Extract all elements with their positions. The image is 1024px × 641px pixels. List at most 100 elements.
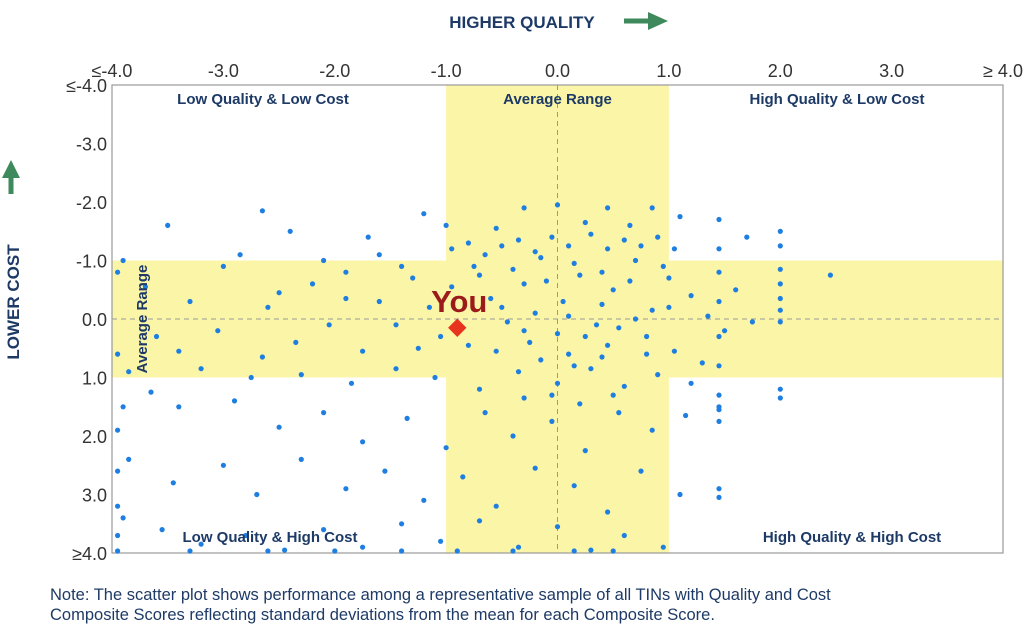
data-point [716,404,722,410]
data-point [716,298,722,305]
note-line-2: Composite Scores reflecting standard dev… [50,606,715,624]
data-point [220,263,226,269]
data-point [471,263,477,269]
top-axis-title: HIGHER QUALITY [449,13,595,32]
data-point [716,216,722,223]
y-tick-label: -3.0 [76,135,107,155]
data-point [599,354,605,360]
data-point [499,243,505,249]
data-point [176,348,182,354]
data-point [404,415,410,421]
data-point [777,266,783,272]
data-point [493,503,499,509]
x-tick-label: -2.0 [319,61,350,81]
data-point [582,219,588,226]
data-point [265,304,271,310]
data-point [298,456,304,462]
data-point [605,205,611,211]
data-point [215,328,221,334]
quadrant-label-top-right: High Quality & Low Cost [750,91,925,108]
quadrant-label-bottom-left: Low Quality & High Cost [183,529,358,546]
data-point [115,269,121,275]
data-point [827,272,834,278]
data-point [321,257,327,264]
data-points [115,202,834,554]
data-point [716,246,722,252]
data-point [610,287,616,293]
data-point [627,222,633,228]
data-point [343,269,349,275]
data-point [343,486,349,492]
up-arrow-head-icon [2,160,20,178]
data-point [438,333,444,340]
data-point [421,497,427,503]
you-label: You [431,284,487,319]
data-point [115,503,121,509]
x-tick-label: 1.0 [656,61,681,81]
data-point [666,304,672,310]
data-point [554,524,561,530]
quadrant-label-left-center: Average Range [134,265,151,374]
data-point [571,548,577,554]
data-point [115,427,121,433]
data-point [554,380,561,386]
data-point [683,412,689,419]
data-point [733,287,739,293]
data-point [716,333,722,340]
data-point [504,319,510,325]
x-tick-label: -3.0 [208,61,239,81]
y-tick-label: ≤-4.0 [66,76,107,96]
data-point [465,240,471,246]
data-point [142,284,148,290]
data-point [532,249,538,255]
data-point [716,418,722,424]
data-point [777,307,783,313]
data-point [248,374,254,381]
plot-frame [111,84,1004,554]
data-point [493,348,499,354]
data-point [259,354,265,360]
data-point [532,465,538,471]
data-point [360,544,366,550]
data-point [777,228,783,234]
data-point [488,295,494,302]
data-point [499,304,505,310]
data-point [605,246,611,252]
data-point [415,345,421,351]
data-point [276,424,282,430]
data-point [644,351,650,357]
data-point [638,468,644,474]
data-point [187,548,193,554]
data-point [554,202,561,208]
data-point [777,295,783,302]
data-point [293,339,299,345]
data-point [265,548,271,554]
quadrant-label-bottom-right: High Quality & High Cost [763,529,941,546]
data-point [649,427,655,433]
data-point [126,369,132,375]
data-point [521,281,527,287]
data-point [599,301,605,307]
data-point [393,322,399,328]
data-point [287,228,293,234]
data-point [476,518,483,524]
y-tick-label: 2.0 [82,427,107,447]
chart-note: Note: The scatter plot shows performance… [50,585,1010,625]
data-point [187,298,193,305]
data-point [399,548,405,554]
data-point [115,532,121,539]
data-point [777,386,783,392]
data-point [549,418,555,424]
data-point [749,319,756,325]
y-tick-label: -1.0 [76,252,107,272]
data-point [115,468,121,474]
data-point [321,527,327,533]
data-point [449,284,455,290]
data-point [321,410,327,416]
data-point [571,363,577,369]
data-point [621,383,627,389]
data-point [716,494,722,500]
data-point [454,548,460,554]
data-point [677,214,683,220]
data-point [677,491,683,498]
